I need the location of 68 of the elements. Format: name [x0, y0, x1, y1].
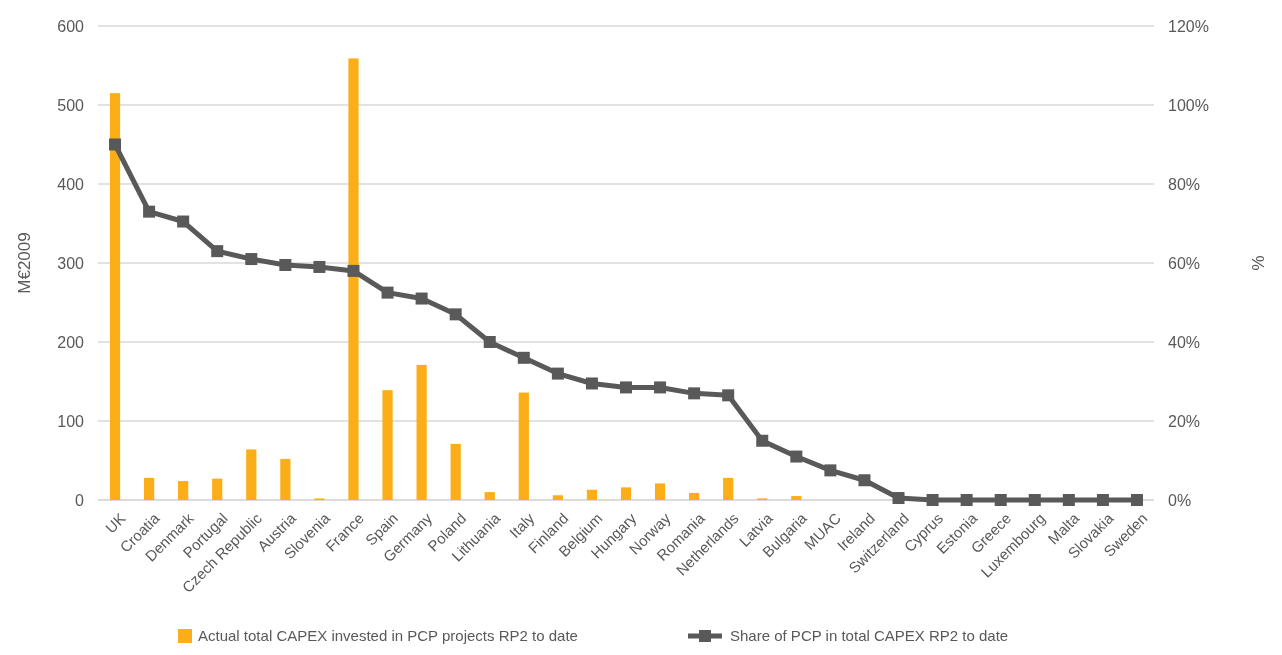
point: [926, 494, 939, 506]
bar: [212, 478, 223, 500]
point: [211, 245, 224, 258]
point: [1062, 494, 1075, 506]
point: [722, 389, 735, 402]
point: [994, 494, 1007, 506]
bar: [620, 487, 632, 500]
legend-label: Actual total CAPEX invested in PCP projects RP2 to date: [198, 627, 578, 645]
point: [483, 336, 496, 348]
point: [551, 367, 564, 380]
y2-tick-label: 100%: [1168, 96, 1209, 114]
bar: [382, 390, 393, 500]
y-tick-label: 0: [75, 491, 85, 509]
point: [1096, 494, 1109, 506]
point: [824, 464, 837, 477]
y2-axis-title: %: [1248, 255, 1267, 271]
y-tick-label: 100: [57, 412, 85, 430]
legend-label: Share of PCP in total CAPEX RP2 to date: [730, 627, 1009, 645]
bar: [348, 58, 359, 500]
point: [381, 286, 394, 299]
bar: [109, 93, 121, 500]
bar: [586, 489, 598, 500]
y-tick-label: 200: [57, 333, 85, 351]
y-tick-label: 300: [57, 254, 85, 272]
point: [585, 377, 598, 390]
point: [177, 215, 190, 228]
y-axis-title: M€2009: [15, 232, 34, 294]
point: [858, 474, 871, 487]
bar: [484, 492, 495, 500]
point: [279, 258, 292, 271]
bar: [689, 492, 700, 500]
point: [756, 434, 769, 447]
point: [688, 387, 701, 400]
point: [1130, 494, 1143, 506]
point: [892, 492, 905, 505]
bar: [654, 483, 666, 500]
point: [654, 381, 667, 394]
point: [245, 253, 258, 266]
point: [313, 260, 326, 273]
bar: [723, 477, 734, 500]
point: [347, 264, 360, 277]
y-tick-label: 400: [57, 175, 85, 193]
point: [960, 494, 973, 506]
y-tick-label: 500: [57, 96, 85, 114]
bar: [791, 496, 802, 500]
y2-tick-label: 0%: [1168, 491, 1192, 509]
point: [1028, 494, 1041, 506]
point: [109, 138, 122, 151]
bar: [143, 477, 155, 500]
point: [620, 381, 632, 394]
y2-tick-label: 20%: [1168, 412, 1201, 430]
y-tick-label: 600: [57, 17, 85, 35]
point: [449, 308, 462, 321]
bar: [552, 495, 563, 500]
y2-tick-label: 60%: [1168, 254, 1201, 272]
point: [790, 450, 803, 463]
point: [517, 351, 530, 364]
y2-tick-label: 120%: [1168, 17, 1209, 35]
bar: [178, 481, 189, 500]
bar: [518, 392, 529, 500]
point: [143, 205, 156, 218]
bar: [246, 449, 257, 500]
y2-tick-label: 40%: [1168, 333, 1201, 351]
bar: [416, 364, 427, 500]
bar: [450, 443, 461, 500]
point: [415, 292, 428, 305]
bar: [280, 458, 291, 500]
y2-tick-label: 80%: [1168, 175, 1201, 193]
